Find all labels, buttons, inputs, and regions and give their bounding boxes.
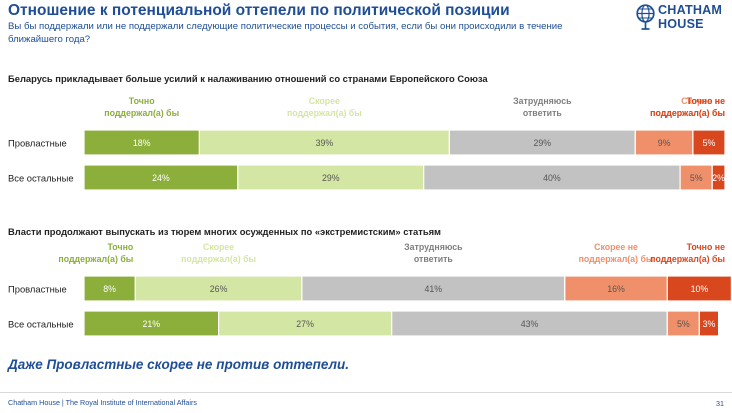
legend-strong-not-line1: Точно не (687, 242, 726, 252)
bar-value-label: 5% (677, 319, 690, 329)
legend-strong-support-line1: Точно (107, 242, 133, 252)
legend-strong-support-line1: Точно (129, 96, 155, 106)
legend-hard-to-say-line2: ответить (414, 254, 454, 264)
legend-strong-not-line2: поддержал(а) бы (650, 254, 725, 264)
bar-segment-hard-to-say (448, 129, 636, 156)
legend-rather-support-line1: Скорее (309, 96, 340, 106)
footer-text: Chatham House | The Royal Institute of I… (8, 398, 197, 407)
bar-value-label: 2% (712, 173, 725, 183)
category-label: Все остальные (8, 319, 74, 330)
globe-icon (636, 4, 655, 30)
legend-strong-not-line1: Точно не (687, 96, 726, 106)
logo-text-line2: HOUSE (658, 17, 704, 31)
slide-subtitle: Вы бы поддержали или не поддержали следу… (8, 21, 563, 45)
bar-segment-strong-not (666, 275, 732, 302)
bar-segment-strong-support (83, 310, 220, 337)
legend-strong-support-line2: поддержал(а) бы (104, 108, 179, 118)
legend-rather-not-line2: поддержал(а) бы (579, 254, 654, 264)
bar-segment-strong-not (711, 164, 726, 191)
page-number: 31 (716, 399, 724, 408)
legend-rather-not-line1: Скорее не (594, 242, 638, 252)
legend-rather-support-line2: поддержал(а) бы (181, 254, 256, 264)
bar-segment-strong-not (692, 129, 726, 156)
chart-2-title: Власти продолжают выпускать из тюрем мно… (8, 226, 441, 237)
bar-segment-rather-not (679, 164, 713, 191)
bar-value-label: 24% (152, 173, 170, 183)
bar-value-label: 29% (322, 173, 340, 183)
bar-value-label: 21% (142, 319, 160, 329)
bar-segment-strong-support (83, 129, 201, 156)
chart-2-svg: Точно поддержал(а) бы Скорее поддержал(а) б… (8, 242, 732, 337)
bar-value-label: 29% (533, 138, 551, 148)
bar-segment-rather-not (564, 275, 668, 302)
bottom-conclusion: Даже Провластные скорее не против оттепе… (8, 357, 349, 372)
bar-value-label: 43% (521, 319, 539, 329)
bar-value-label: 5% (690, 173, 703, 183)
legend-rather-not-line2: поддержал(а) бы (650, 108, 725, 118)
bar-value-label: 27% (296, 319, 314, 329)
category-label: Все остальные (8, 173, 74, 184)
legend-strong-not-line2: поддержал(а) бы (650, 108, 725, 118)
bar-value-label: 18% (133, 138, 151, 148)
bar-segment-hard-to-say (301, 275, 566, 302)
bar-value-label: 41% (424, 284, 442, 294)
footer-divider (0, 392, 732, 393)
bar-value-label: 39% (316, 138, 334, 148)
legend-hard-to-say-line1: Затрудняюсь (404, 242, 463, 252)
logo-text-line1: CHATHAM (658, 3, 723, 17)
bar-segment-hard-to-say (423, 164, 681, 191)
legend-strong-support-line2: поддержал(а) бы (58, 254, 133, 264)
legend-rather-not-line1: Скорее не (681, 96, 725, 106)
bar-value-label: 10% (691, 284, 709, 294)
bar-segment-rather-not (666, 310, 700, 337)
chart-1: Точно поддержал(а) бы Скорее поддержал(а) б… (0, 94, 732, 195)
chart-1-title: Беларусь прикладывает больше усилий к на… (8, 73, 488, 84)
bar-value-label: 9% (658, 138, 671, 148)
chatham-house-logo: CHATHAM HOUSE (636, 3, 726, 33)
bar-value-label: 26% (210, 284, 228, 294)
bar-value-label: 40% (543, 173, 561, 183)
bar-value-label: 16% (607, 284, 625, 294)
legend-hard-to-say-line1: Затрудняюсь (513, 96, 572, 106)
legend-rather-support-line1: Скорее (203, 242, 234, 252)
bar-segment-rather-support (198, 129, 450, 156)
category-label: Провластные (8, 138, 67, 149)
legend-hard-to-say-line2: ответить (523, 108, 563, 118)
bar-value-label: 8% (103, 284, 116, 294)
legend-rather-support-line2: поддержал(а) бы (287, 108, 362, 118)
slide-title: Отношение к потенциальной оттепели по по… (8, 2, 510, 19)
category-label: Провластные (8, 284, 67, 295)
chart-2: Точно поддержал(а) бы Скорее поддержал(а) б… (0, 240, 732, 341)
bar-segment-strong-not (698, 310, 720, 337)
bar-value-label: 5% (703, 138, 716, 148)
bar-value-label: 3% (703, 319, 716, 329)
bar-segment-strong-support (83, 275, 136, 302)
chart-1-svg: Точно поддержал(а) бы Скорее поддержал(а) б… (8, 96, 726, 191)
bar-segment-rather-support (218, 310, 393, 337)
